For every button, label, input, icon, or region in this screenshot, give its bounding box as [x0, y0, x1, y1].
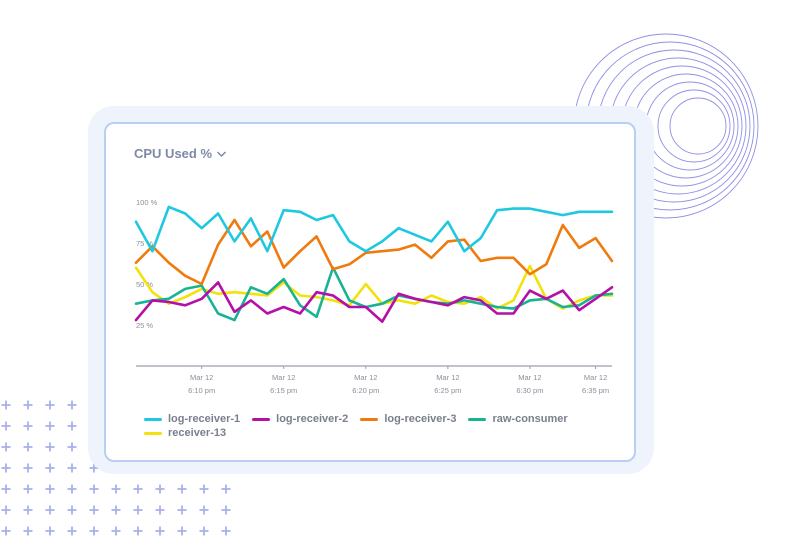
plus-mark [23, 442, 33, 452]
plus-mark [45, 421, 55, 431]
plus-mark [177, 505, 187, 515]
legend-label: receiver-13 [168, 427, 227, 439]
plus-mark [1, 505, 11, 515]
x-tick-time: 6:30 pm [516, 386, 543, 395]
legend-item[interactable]: raw-consumer [468, 413, 568, 425]
plus-mark [45, 442, 55, 452]
plus-mark [199, 505, 209, 515]
plus-mark [221, 484, 231, 494]
series-line-log-receiver-3 [134, 218, 614, 286]
plus-mark [67, 463, 77, 473]
plus-mark [23, 505, 33, 515]
plus-mark [133, 505, 143, 515]
plus-mark [67, 421, 77, 431]
x-tick-date: Mar 12 [518, 373, 541, 382]
legend-label: log-receiver-3 [384, 413, 457, 425]
legend-label: raw-consumer [492, 413, 568, 425]
x-tick-date: Mar 12 [584, 373, 607, 382]
legend-swatch [252, 417, 271, 421]
x-tick-time: 6:20 pm [352, 386, 379, 395]
plus-mark [155, 505, 165, 515]
plus-mark [1, 484, 11, 494]
legend-item[interactable]: log-receiver-1 [144, 413, 240, 425]
legend-label: log-receiver-1 [168, 413, 241, 425]
plus-mark [1, 400, 11, 410]
plus-mark [221, 526, 231, 536]
series-line-log-receiver-2 [134, 281, 614, 323]
plus-mark [1, 463, 11, 473]
plus-mark [67, 484, 77, 494]
plus-mark [23, 421, 33, 431]
plus-mark [67, 400, 77, 410]
plus-mark [221, 505, 231, 515]
legend-swatch [144, 431, 162, 435]
plus-mark [1, 421, 11, 431]
legend-item[interactable]: log-receiver-2 [252, 413, 348, 425]
plus-mark [67, 526, 77, 536]
plus-mark [155, 484, 165, 494]
plus-mark [1, 442, 11, 452]
legend-item[interactable]: log-receiver-3 [360, 413, 456, 425]
plus-mark [45, 526, 55, 536]
plus-mark [67, 442, 77, 452]
chart-card: CPU Used % 100 % 75 % 50 % 25 % Mar 12 6:10 p… [104, 122, 636, 462]
y-tick-label: 100 % [136, 198, 158, 207]
chevron-down-icon [217, 150, 227, 157]
x-tick-time: 6:15 pm [270, 386, 297, 395]
legend-label: log-receiver-2 [276, 413, 349, 425]
y-tick-label: 75 % [136, 239, 153, 248]
series-line-raw-consumer [134, 266, 614, 322]
plus-mark [89, 526, 99, 536]
plus-mark [89, 484, 99, 494]
legend-item[interactable]: receiver-13 [144, 427, 226, 439]
plus-mark [177, 526, 187, 536]
x-tick-date: Mar 12 [354, 373, 377, 382]
legend-swatch [144, 417, 162, 421]
legend-swatch [468, 417, 487, 421]
legend-swatch [360, 417, 379, 421]
plus-mark [67, 505, 77, 515]
plus-mark [199, 526, 209, 536]
x-tick-time: 6:35 pm [582, 386, 609, 395]
metric-dropdown[interactable]: CPU Used % [134, 146, 227, 161]
metric-title: CPU Used % [134, 146, 213, 161]
plus-mark [89, 505, 99, 515]
plus-mark [45, 505, 55, 515]
plus-mark [111, 526, 121, 536]
x-tick-time: 6:10 pm [188, 386, 215, 395]
y-tick-label: 25 % [136, 321, 153, 330]
plus-mark [45, 484, 55, 494]
plus-mark [23, 484, 33, 494]
x-tick-date: Mar 12 [190, 373, 213, 382]
plus-grid-decoration [1, 400, 231, 536]
plus-mark [133, 526, 143, 536]
series-line-log-receiver-1 [134, 205, 614, 253]
x-tick-date: Mar 12 [272, 373, 295, 382]
plus-mark [155, 526, 165, 536]
x-tick-date: Mar 12 [436, 373, 459, 382]
x-tick-time: 6:25 pm [434, 386, 461, 395]
plus-mark [111, 505, 121, 515]
plus-mark [45, 463, 55, 473]
plus-mark [133, 484, 143, 494]
plus-mark [23, 526, 33, 536]
plus-mark [45, 400, 55, 410]
plus-mark [199, 484, 209, 494]
plus-mark [111, 484, 121, 494]
plus-mark [177, 484, 187, 494]
y-tick-label: 50 % [136, 280, 153, 289]
cpu-line-chart: 100 % 75 % 50 % 25 % Mar 12 6:10 pm Mar 12 6:15… [134, 198, 614, 395]
plus-mark [23, 463, 33, 473]
chart-legend: log-receiver-1 log-receiver-2 log-receiv… [144, 413, 624, 439]
plus-mark [1, 526, 11, 536]
plus-mark [23, 400, 33, 410]
